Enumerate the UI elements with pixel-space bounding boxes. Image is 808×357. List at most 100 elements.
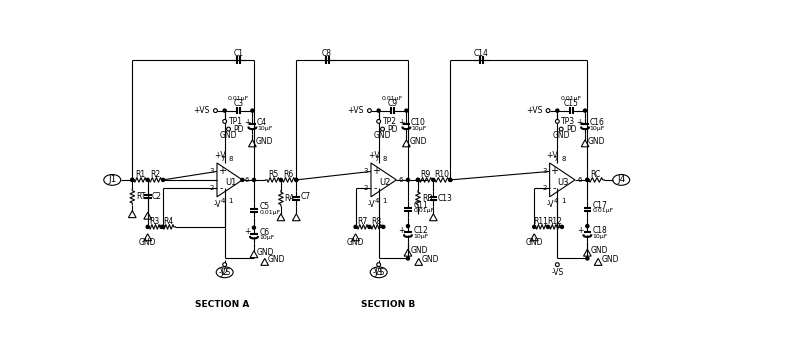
Text: 3: 3 (542, 169, 546, 175)
Text: +: + (577, 226, 583, 235)
Text: R2: R2 (150, 170, 161, 179)
Text: 6: 6 (398, 177, 403, 183)
Text: 2: 2 (542, 185, 546, 191)
Circle shape (381, 127, 385, 131)
Circle shape (241, 178, 244, 181)
Text: C6: C6 (259, 228, 269, 237)
Text: RT: RT (136, 192, 145, 201)
Text: J4: J4 (617, 175, 625, 185)
Text: J2: J2 (221, 268, 229, 277)
Text: TP3: TP3 (562, 117, 575, 126)
Circle shape (546, 225, 549, 228)
Text: 0.01μF: 0.01μF (561, 96, 582, 101)
Text: GND: GND (347, 238, 364, 247)
Text: 8: 8 (562, 156, 566, 162)
Text: SECTION A: SECTION A (196, 300, 250, 309)
Text: C13: C13 (437, 194, 452, 203)
Text: -: - (220, 183, 223, 193)
Circle shape (131, 178, 134, 181)
Text: 0.01μF: 0.01μF (259, 210, 280, 215)
Text: PD: PD (566, 125, 576, 134)
Text: GND: GND (139, 238, 157, 247)
Text: -VS: -VS (372, 268, 385, 277)
Text: GND: GND (411, 246, 428, 255)
Circle shape (368, 225, 371, 228)
Text: R6: R6 (284, 170, 294, 179)
Text: C15: C15 (564, 99, 579, 108)
Text: -V: -V (368, 200, 376, 209)
Text: +VS: +VS (347, 106, 364, 115)
Circle shape (555, 263, 559, 267)
Text: 4: 4 (375, 198, 379, 204)
Text: GND: GND (267, 256, 285, 265)
Text: +: + (244, 227, 250, 236)
Text: C16: C16 (590, 119, 604, 127)
Text: 6: 6 (245, 177, 249, 183)
Text: +VS: +VS (194, 106, 210, 115)
Text: C3: C3 (234, 99, 243, 108)
Text: R10: R10 (435, 170, 449, 179)
Text: R7: R7 (357, 217, 368, 226)
Text: -V: -V (214, 200, 221, 209)
Text: 1: 1 (383, 198, 387, 204)
Text: GND: GND (588, 137, 606, 146)
Text: 4: 4 (221, 198, 225, 204)
Text: 0.01μF: 0.01μF (593, 208, 614, 213)
Circle shape (586, 225, 589, 228)
Circle shape (559, 127, 563, 131)
Text: R8: R8 (372, 217, 381, 226)
Text: 3: 3 (209, 169, 214, 175)
Circle shape (586, 178, 589, 181)
Circle shape (405, 109, 408, 112)
Circle shape (448, 178, 452, 181)
Text: 10μF: 10μF (414, 233, 429, 238)
Text: +: + (244, 119, 250, 127)
Text: C9: C9 (388, 99, 398, 108)
Text: U1: U1 (225, 178, 237, 187)
Text: GND: GND (220, 131, 238, 140)
Text: +: + (398, 226, 404, 235)
Text: C10: C10 (411, 119, 426, 127)
Text: PD: PD (387, 125, 398, 134)
Circle shape (280, 178, 283, 181)
Circle shape (223, 120, 226, 123)
Text: -: - (553, 183, 556, 193)
Text: 10μF: 10μF (259, 235, 275, 240)
Text: R11: R11 (534, 217, 549, 226)
Text: +V: +V (368, 151, 380, 160)
Text: RA: RA (284, 194, 295, 203)
Text: 2: 2 (209, 185, 214, 191)
Circle shape (406, 257, 410, 260)
Circle shape (377, 120, 381, 123)
Circle shape (546, 109, 550, 112)
Text: 7: 7 (553, 156, 558, 162)
Text: 10μF: 10μF (590, 126, 605, 131)
Text: -VS: -VS (551, 268, 563, 277)
Text: R12: R12 (548, 217, 562, 226)
Circle shape (252, 226, 255, 229)
Circle shape (448, 178, 452, 181)
Text: GND: GND (374, 131, 391, 140)
Circle shape (354, 225, 357, 228)
Text: 1: 1 (229, 198, 233, 204)
Text: +: + (398, 119, 404, 127)
Circle shape (561, 225, 563, 228)
Text: TP1: TP1 (229, 117, 242, 126)
Circle shape (146, 225, 149, 228)
Text: 8: 8 (383, 156, 387, 162)
Text: GND: GND (525, 238, 543, 247)
Text: 10μF: 10μF (411, 126, 427, 131)
Text: GND: GND (601, 256, 619, 265)
Circle shape (250, 109, 254, 112)
Text: 7: 7 (375, 156, 380, 162)
Text: 10μF: 10μF (257, 126, 272, 131)
Circle shape (162, 225, 165, 228)
Circle shape (381, 225, 385, 228)
Text: C7: C7 (300, 192, 310, 201)
Circle shape (416, 178, 419, 181)
Text: -: - (374, 183, 377, 193)
Circle shape (431, 178, 435, 181)
Text: PD: PD (234, 125, 244, 134)
Circle shape (406, 225, 410, 228)
Text: +V: +V (546, 151, 558, 160)
